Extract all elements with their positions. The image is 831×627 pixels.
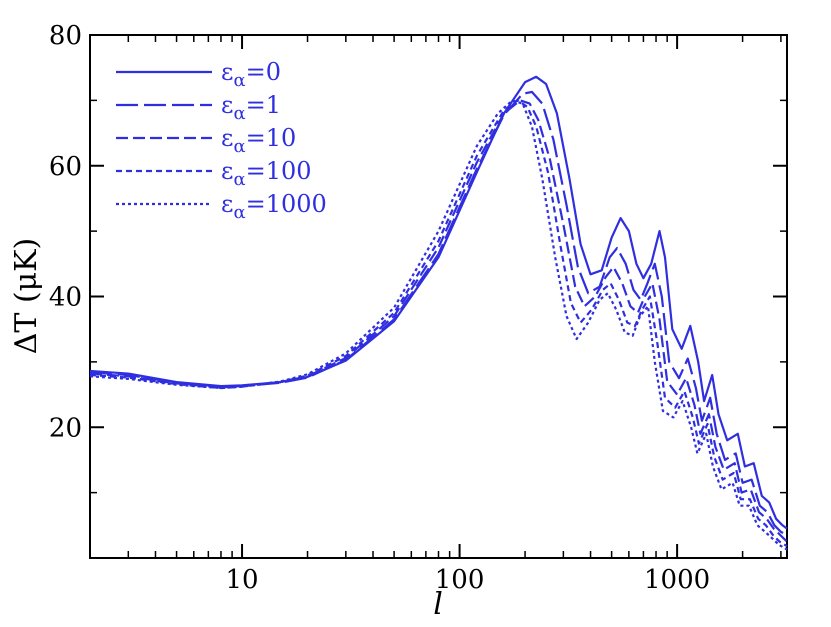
legend-label-value: =100 bbox=[246, 157, 312, 185]
legend-label-base: ε bbox=[221, 91, 233, 119]
legend-label: εα=0 bbox=[221, 58, 281, 91]
y-tick-label: 20 bbox=[49, 413, 82, 443]
legend-label-value: =10 bbox=[246, 124, 297, 152]
series-line bbox=[89, 99, 788, 543]
x-tick-label: 100 bbox=[435, 565, 485, 595]
series-lines bbox=[89, 75, 788, 551]
legend-label-base: ε bbox=[221, 157, 233, 185]
y-axis-title: ΔT (μK) bbox=[9, 238, 44, 355]
legend-label-base: ε bbox=[221, 58, 233, 86]
legend-label: εα=1 bbox=[221, 91, 281, 124]
legend-label: εα=10 bbox=[221, 124, 296, 157]
legend-label-value: =0 bbox=[246, 58, 281, 86]
legend-label-base: ε bbox=[221, 190, 233, 218]
x-tick-label: 1000 bbox=[644, 565, 710, 595]
legend-label-sub: α bbox=[233, 136, 245, 157]
axis-tick-labels: 10 100 1000 20 40 60 80 bbox=[49, 21, 710, 595]
legend-label-sub: α bbox=[233, 103, 245, 124]
x-axis-title: l bbox=[433, 587, 443, 622]
legend-label: εα=1000 bbox=[221, 190, 327, 223]
series-line bbox=[89, 75, 788, 530]
y-tick-label: 60 bbox=[49, 152, 82, 182]
axis-ticks bbox=[89, 34, 787, 558]
series-line bbox=[89, 99, 788, 548]
series-line bbox=[89, 99, 788, 551]
legend-label-sub: α bbox=[233, 70, 245, 91]
y-tick-label: 40 bbox=[49, 283, 82, 313]
x-tick-label: 10 bbox=[226, 565, 259, 595]
series-line bbox=[89, 90, 788, 537]
legend-label-value: =1000 bbox=[246, 190, 327, 218]
legend-label-value: =1 bbox=[246, 91, 281, 119]
plot-frame bbox=[89, 34, 788, 559]
y-tick-label: 80 bbox=[49, 21, 82, 51]
legend-label: εα=100 bbox=[221, 157, 312, 190]
legend-label-sub: α bbox=[233, 169, 245, 190]
legend-label-sub: α bbox=[233, 202, 245, 223]
legend-label-base: ε bbox=[221, 124, 233, 152]
